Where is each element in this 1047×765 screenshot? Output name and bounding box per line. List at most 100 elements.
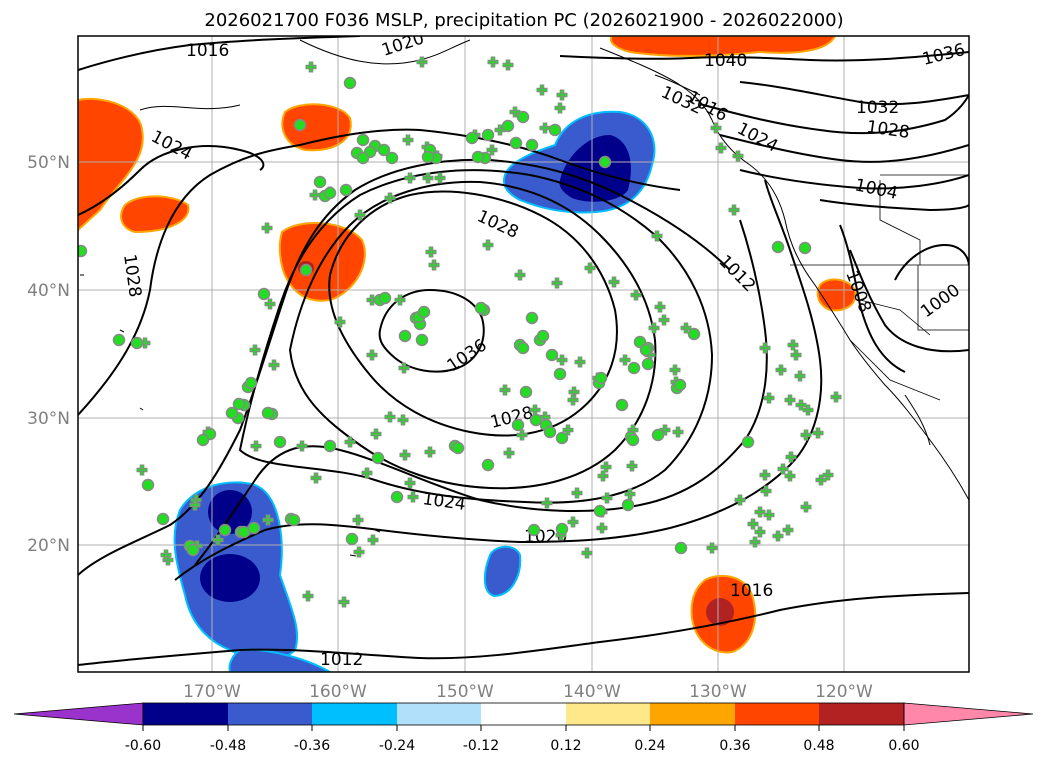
figure-title: 2026021700 F036 MSLP, precipitation PC (… xyxy=(204,10,843,31)
contour-label: 1040 xyxy=(704,51,747,71)
plus-marker xyxy=(601,492,613,504)
colorbar-tick-label: -0.48 xyxy=(210,738,246,754)
plus-marker xyxy=(567,394,579,406)
plus-marker xyxy=(338,596,350,608)
plus-marker xyxy=(425,246,437,258)
colorbar-segment xyxy=(735,703,819,725)
colorbar-tick-label: -0.12 xyxy=(463,738,499,754)
circle-marker xyxy=(244,376,258,390)
plus-marker xyxy=(482,239,494,251)
plus-marker xyxy=(815,474,827,486)
plus-marker xyxy=(399,449,411,461)
plus-marker xyxy=(189,499,201,511)
contour-label: 1016 xyxy=(730,581,773,601)
circle-marker xyxy=(232,397,246,411)
colorbar-tick-label: -0.36 xyxy=(294,738,330,754)
plus-marker xyxy=(397,414,409,426)
contour-label: 1016 xyxy=(186,41,229,61)
plus-marker xyxy=(334,316,346,328)
plus-marker xyxy=(624,488,636,500)
plus-marker xyxy=(597,470,609,482)
circle-marker xyxy=(543,425,557,439)
circle-marker xyxy=(385,151,399,165)
plus-marker xyxy=(706,542,718,554)
plus-marker xyxy=(404,477,416,489)
plus-marker xyxy=(370,428,382,440)
circle-marker xyxy=(421,150,435,164)
plus-marker xyxy=(352,514,364,526)
circle-marker xyxy=(555,522,569,536)
contour-label: 1012 xyxy=(320,650,363,670)
plus-marker xyxy=(608,276,620,288)
plus-marker xyxy=(556,354,568,366)
circle-marker xyxy=(525,138,539,152)
circle-marker xyxy=(356,151,370,165)
circle-marker xyxy=(673,378,687,392)
plus-marker xyxy=(812,427,824,439)
circle-marker xyxy=(371,451,385,465)
circle-marker xyxy=(641,357,655,371)
circle-marker xyxy=(415,333,429,347)
plus-marker xyxy=(775,364,787,376)
plus-marker xyxy=(749,536,761,548)
longitude-labels: 170°W 160°W 150°W 140°W 130°W 120°W xyxy=(183,682,873,702)
plus-marker xyxy=(802,404,814,416)
plus-marker xyxy=(784,470,796,482)
plus-marker xyxy=(760,485,772,497)
plus-marker xyxy=(562,424,574,436)
plus-marker xyxy=(434,172,446,184)
circle-marker xyxy=(156,512,170,526)
lat-label: 40°N xyxy=(27,281,70,301)
circle-marker xyxy=(345,532,359,546)
circle-marker xyxy=(474,301,488,315)
plus-marker xyxy=(514,269,526,281)
colorbar-tick-label: -0.60 xyxy=(125,738,161,754)
colorbar-tick-label: 0.24 xyxy=(634,738,665,754)
plus-marker xyxy=(354,209,366,221)
plus-marker xyxy=(568,386,580,398)
plus-marker xyxy=(302,590,314,602)
plus-marker xyxy=(574,356,586,368)
circle-marker xyxy=(621,498,635,512)
map-panel: 1016 1020 1024 1028 1028 1028 1036 1032 … xyxy=(78,36,969,672)
circle-marker xyxy=(501,119,515,133)
circle-marker xyxy=(130,336,144,350)
plus-marker xyxy=(619,354,631,366)
plus-marker xyxy=(367,534,379,546)
circle-marker xyxy=(398,329,412,343)
plus-marker xyxy=(310,472,322,484)
plus-marker xyxy=(261,222,273,234)
station-markers xyxy=(78,56,842,608)
plus-marker xyxy=(344,436,356,448)
plus-marker xyxy=(394,294,406,306)
circle-marker xyxy=(798,241,812,255)
plus-marker xyxy=(536,84,548,96)
plus-marker xyxy=(777,463,789,475)
circle-marker xyxy=(313,175,327,189)
plus-marker xyxy=(486,144,498,156)
plus-marker xyxy=(830,391,842,403)
negative-anomaly-region xyxy=(483,545,522,598)
plus-marker xyxy=(763,392,775,404)
map-frame xyxy=(77,35,970,673)
circle-marker xyxy=(339,183,353,197)
plus-marker xyxy=(404,172,416,184)
circle-marker xyxy=(390,490,404,504)
positive-anomaly-region xyxy=(281,103,352,152)
circle-marker xyxy=(598,155,612,169)
circle-marker xyxy=(186,543,200,557)
colorbar-ticks xyxy=(142,725,905,731)
circle-marker xyxy=(555,431,569,445)
plus-marker xyxy=(554,102,566,114)
plus-marker xyxy=(800,429,812,441)
circle-marker xyxy=(465,131,479,145)
latitude-labels: 50°N 40°N 30°N 20°N xyxy=(27,153,70,556)
circle-marker xyxy=(417,305,431,319)
plus-marker xyxy=(747,518,759,530)
circle-marker xyxy=(511,418,525,432)
plus-marker xyxy=(541,497,553,509)
circle-marker xyxy=(112,333,126,347)
lat-label: 50°N xyxy=(27,153,70,173)
colorbar-segment xyxy=(566,703,650,725)
